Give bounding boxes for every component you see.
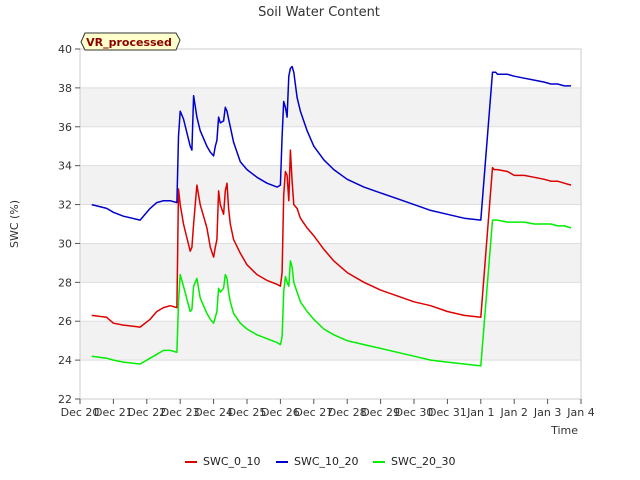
x-tick-label: Dec 25 <box>228 406 267 419</box>
series-line-swc-10-20 <box>91 65 571 221</box>
y-tick-label: 32 <box>58 199 72 212</box>
x-tick-label: Dec 24 <box>194 406 233 419</box>
y-tick-label: 30 <box>58 237 72 250</box>
x-tick-label: Jan 4 <box>566 406 594 419</box>
y-tick-label: 36 <box>58 121 72 134</box>
y-tick-label: 38 <box>58 82 72 95</box>
y-tick-label: 24 <box>58 354 72 367</box>
chart-title: Soil Water Content <box>258 5 380 20</box>
plot-frame <box>79 48 582 400</box>
badge-box <box>80 32 181 51</box>
y-tick-label: 22 <box>58 393 72 406</box>
y-tick-label: 26 <box>58 315 72 328</box>
plot-band <box>80 321 581 361</box>
x-tick-label: Jan 2 <box>499 406 527 419</box>
x-tick-label: Dec 23 <box>161 406 200 419</box>
y-tick-label: 40 <box>58 43 72 56</box>
plot-band <box>80 87 581 127</box>
legend: SWC_0_10 SWC_10_20 SWC_20_30 <box>185 455 456 468</box>
legend-label: SWC_20_30 <box>391 455 456 468</box>
y-axis-label: SWC (%) <box>8 200 21 248</box>
series-lines <box>91 65 572 367</box>
badge-label: VR_processed <box>86 36 172 49</box>
badge: VR_processed <box>80 32 181 51</box>
x-tick-label: Jan 3 <box>533 406 561 419</box>
plot-band <box>80 243 581 283</box>
x-tick-label: Dec 30 <box>395 406 434 419</box>
x-axis-label: Time <box>550 424 578 437</box>
y-tick-label: 28 <box>58 276 72 289</box>
x-tick-label: Dec 27 <box>294 406 333 419</box>
x-tick-label: Dec 22 <box>127 406 166 419</box>
x-tick-label: Dec 21 <box>94 406 133 419</box>
x-tick-label: Dec 31 <box>428 406 467 419</box>
y-axis: 22 24 26 28 30 32 34 36 38 40 <box>58 43 80 406</box>
series-line-swc-0-10 <box>91 149 572 328</box>
x-tick-label: Jan 1 <box>466 406 494 419</box>
y-tick-label: 34 <box>58 160 72 173</box>
legend-label: SWC_10_20 <box>294 455 359 468</box>
x-tick-label: Dec 20 <box>61 406 100 419</box>
series-line-swc-20-30 <box>91 219 572 367</box>
x-tick-label: Dec 28 <box>328 406 367 419</box>
plot-band <box>80 165 581 205</box>
plot-bands <box>80 48 581 400</box>
x-tick-label: Dec 26 <box>261 406 300 419</box>
x-tick-label: Dec 29 <box>361 406 400 419</box>
legend-label: SWC_0_10 <box>203 455 261 468</box>
